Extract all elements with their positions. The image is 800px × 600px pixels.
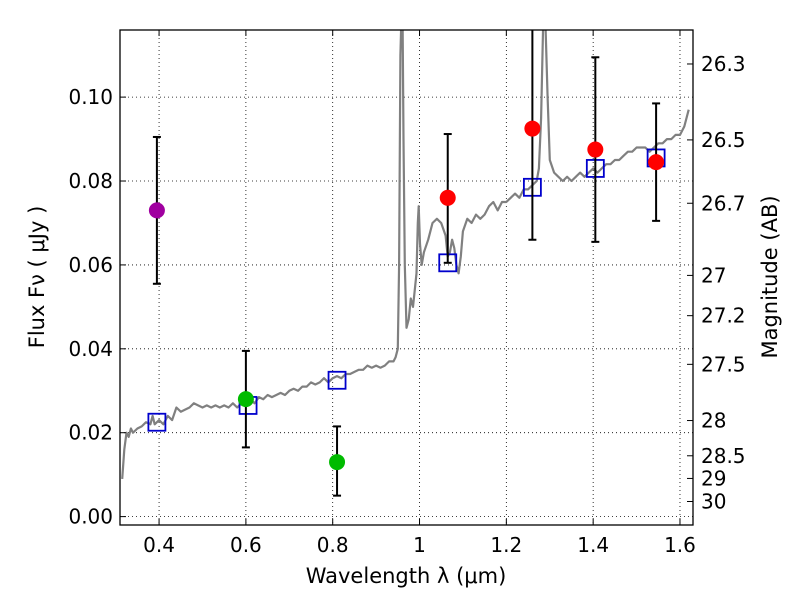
y2-tick-label: 27.2 bbox=[701, 304, 746, 328]
observed-point bbox=[648, 154, 665, 171]
observed-point bbox=[587, 141, 604, 158]
observed-photometry-series bbox=[148, 30, 665, 497]
axis-ticks: 0.4 0.6 0.8 1 1.2 1.4 1.6 0.00 0.02 0.04 0.06 0.08 0… bbox=[68, 30, 746, 557]
plot-frame bbox=[119, 29, 694, 526]
x-tick-label: 1.4 bbox=[577, 533, 609, 557]
y-axis-label: Flux Fν ( μJy ) bbox=[25, 206, 49, 349]
x-tick-label: 1.2 bbox=[490, 533, 522, 557]
y2-tick-label: 28.5 bbox=[701, 444, 746, 468]
y2-tick-label: 26.7 bbox=[701, 191, 746, 215]
observed-point bbox=[524, 120, 541, 137]
x-tick-label: 0.8 bbox=[317, 533, 349, 557]
y2-axis-label: Magnitude (AB) bbox=[758, 195, 782, 358]
y2-tick-label: 26.3 bbox=[701, 52, 746, 76]
y-tick-label: 0.02 bbox=[68, 421, 113, 445]
x-tick-label: 0.6 bbox=[230, 533, 262, 557]
spectrum-series bbox=[121, 30, 690, 479]
y-tick-label: 0.08 bbox=[68, 169, 113, 193]
y-tick-label: 0.04 bbox=[68, 337, 113, 361]
spectrum-line bbox=[121, 30, 690, 479]
y2-tick-label: 26.5 bbox=[701, 128, 746, 152]
y-tick-label: 0.06 bbox=[68, 253, 113, 277]
model-square-marker bbox=[147, 412, 167, 432]
observed-point bbox=[237, 391, 254, 408]
observed-point bbox=[148, 202, 165, 219]
x-tick-label: 1 bbox=[413, 533, 426, 557]
y2-tick-label: 27 bbox=[701, 263, 726, 287]
x-tick-label: 1.6 bbox=[664, 533, 696, 557]
y2-tick-label: 27.5 bbox=[701, 352, 746, 376]
observed-point bbox=[439, 189, 456, 206]
y-tick-label: 0.10 bbox=[68, 85, 113, 109]
grid-lines bbox=[120, 30, 693, 525]
x-axis-label: Wavelength λ (μm) bbox=[306, 564, 507, 588]
y2-tick-label: 28 bbox=[701, 409, 726, 433]
y2-tick-label: 29 bbox=[701, 466, 726, 490]
y2-tick-label: 30 bbox=[701, 490, 726, 514]
x-tick-label: 0.4 bbox=[143, 533, 175, 557]
observed-point bbox=[329, 454, 346, 471]
y-tick-label: 0.00 bbox=[68, 505, 113, 529]
model-square-marker bbox=[327, 370, 347, 390]
